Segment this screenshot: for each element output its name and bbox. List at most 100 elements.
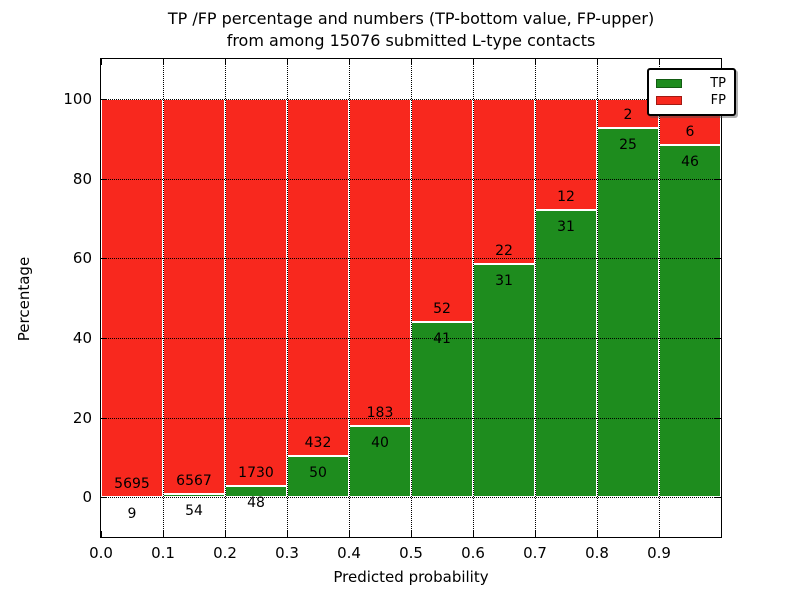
- fp-count-label: 2: [623, 107, 633, 124]
- y-tick-mark: [715, 497, 721, 499]
- y-tick-label: 40: [72, 328, 92, 347]
- x-tick-mark: [473, 59, 474, 65]
- legend: TP FP: [647, 68, 736, 116]
- x-tick-label: 0.3: [275, 544, 299, 562]
- tp-bar-segment: [659, 144, 721, 498]
- chart-title: TP /FP percentage and numbers (TP-bottom…: [100, 8, 722, 52]
- x-tick-mark: [101, 59, 102, 65]
- y-tick-label: 20: [72, 408, 92, 427]
- x-tick-label: 0.2: [213, 544, 237, 562]
- y-tick-label: 0: [82, 488, 92, 507]
- vertical-gridline: [659, 59, 660, 537]
- x-tick-mark: [411, 531, 412, 537]
- tp-bar-segment: [473, 264, 535, 498]
- x-tick-mark: [225, 59, 226, 65]
- y-tick-mark: [715, 337, 721, 339]
- vertical-gridline: [597, 59, 598, 537]
- fp-bar-segment: [101, 98, 163, 497]
- x-tick-mark: [287, 59, 288, 65]
- y-tick-mark: [715, 417, 721, 419]
- x-tick-label: 0.5: [399, 544, 423, 562]
- fp-count-label: 432: [304, 434, 332, 451]
- x-tick-label: 0.9: [647, 544, 671, 562]
- tp-bar-segment: [287, 455, 349, 498]
- y-tick-mark: [715, 258, 721, 260]
- tp-count-label: 31: [495, 273, 513, 290]
- x-tick-mark: [535, 59, 536, 65]
- legend-row-tp: TP: [656, 75, 726, 92]
- y-tick-mark: [101, 98, 107, 100]
- x-tick-mark: [659, 531, 660, 537]
- vertical-gridline: [349, 59, 350, 537]
- x-tick-label: 0.7: [523, 544, 547, 562]
- y-axis-label: Percentage: [15, 256, 33, 342]
- plot-area: 5695 9 6567 54 1730 48 432 50 183 40 52 41 22 31 12 31 2…: [100, 58, 736, 538]
- chart-title-line2: from among 15076 submitted L-type contac…: [226, 31, 596, 50]
- chart-title-line1: TP /FP percentage and numbers (TP-bottom…: [167, 9, 655, 28]
- x-tick-mark: [597, 531, 598, 537]
- fp-count-label: 183: [366, 404, 394, 421]
- legend-fp-label: FP: [710, 93, 726, 108]
- x-tick-mark: [473, 531, 474, 537]
- fp-bar-segment: [287, 98, 349, 456]
- x-tick-label: 0.0: [89, 544, 113, 562]
- x-tick-mark: [287, 531, 288, 537]
- fp-count-label: 6: [685, 123, 695, 140]
- x-tick-mark: [349, 59, 350, 65]
- fp-count-label: 6567: [176, 472, 212, 489]
- y-tick-mark: [715, 178, 721, 180]
- x-tick-mark: [101, 531, 102, 537]
- tp-count-label: 41: [433, 330, 451, 347]
- tp-count-label: 54: [185, 502, 203, 519]
- tp-bar-segment: [535, 209, 597, 498]
- y-tick-mark: [101, 497, 107, 499]
- y-tick-label: 60: [72, 249, 92, 268]
- fp-bar-segment: [349, 98, 411, 426]
- y-tick-label: 80: [72, 169, 92, 188]
- legend-tp-label: TP: [710, 76, 726, 91]
- tp-bar-segment: [597, 128, 659, 498]
- fp-bar-segment: [163, 98, 225, 494]
- tp-count-label: 25: [619, 137, 637, 154]
- tp-count-label: 31: [557, 218, 575, 235]
- tp-count-label: 48: [247, 495, 265, 512]
- fp-count-label: 22: [495, 243, 513, 260]
- x-tick-mark: [535, 531, 536, 537]
- legend-tp-swatch-icon: [656, 79, 682, 88]
- vertical-gridline: [411, 59, 412, 537]
- x-tick-mark: [225, 531, 226, 537]
- tp-bar-segment: [349, 425, 411, 498]
- tp-count-label: 9: [127, 505, 137, 522]
- vertical-gridline: [287, 59, 288, 537]
- vertical-gridline: [163, 59, 164, 537]
- x-tick-mark: [163, 531, 164, 537]
- x-tick-label: 0.1: [151, 544, 175, 562]
- x-tick-label: 0.6: [461, 544, 485, 562]
- fp-bar-segment: [411, 98, 473, 322]
- x-tick-mark: [411, 59, 412, 65]
- y-tick-mark: [101, 258, 107, 260]
- x-tick-mark: [349, 531, 350, 537]
- legend-row-fp: FP: [656, 92, 726, 109]
- y-tick-mark: [101, 178, 107, 180]
- x-tick-mark: [163, 59, 164, 65]
- fp-count-label: 52: [433, 300, 451, 317]
- tp-count-label: 40: [371, 434, 389, 451]
- fp-count-label: 5695: [114, 475, 150, 492]
- fp-count-label: 12: [557, 188, 575, 205]
- tp-count-label: 50: [309, 464, 327, 481]
- x-tick-label: 0.8: [585, 544, 609, 562]
- x-tick-mark: [597, 59, 598, 65]
- x-tick-mark: [659, 59, 660, 65]
- fp-bar-segment: [225, 98, 287, 487]
- vertical-gridline: [473, 59, 474, 537]
- y-tick-mark: [101, 417, 107, 419]
- legend-fp-swatch-icon: [656, 96, 682, 105]
- y-tick-mark: [101, 337, 107, 339]
- x-tick-label: 0.4: [337, 544, 361, 562]
- y-tick-label: 100: [63, 89, 92, 108]
- x-axis-label: Predicted probability: [333, 568, 489, 586]
- fp-bar-segment: [473, 98, 535, 265]
- fp-count-label: 1730: [238, 465, 274, 482]
